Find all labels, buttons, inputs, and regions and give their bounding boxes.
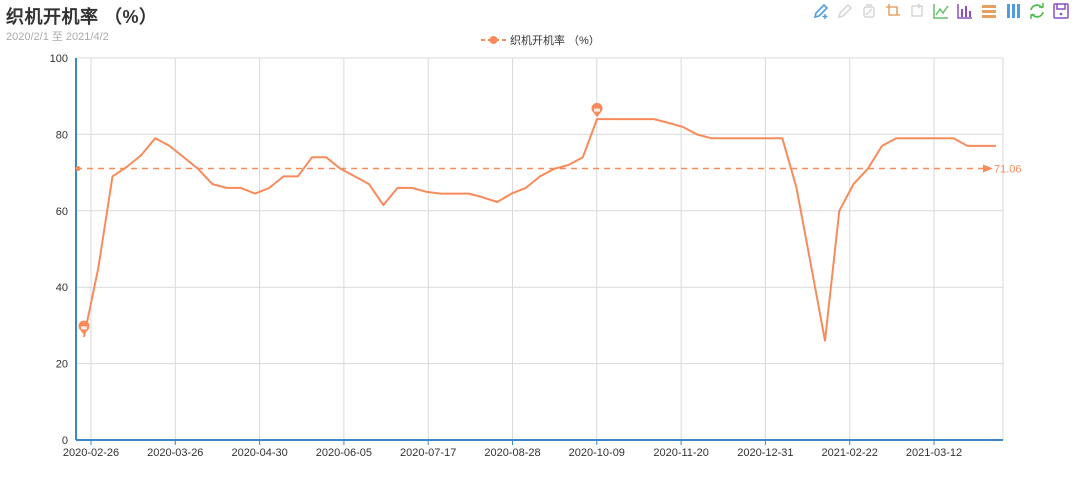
save-icon[interactable]	[1052, 2, 1070, 20]
x-tick-label: 2020-08-28	[484, 447, 540, 459]
chart-title: 织机开机率 （%）	[6, 7, 158, 27]
y-tick-label: 80	[56, 129, 68, 141]
grid-lines	[76, 57, 1004, 440]
eraser-icon[interactable]	[860, 2, 878, 20]
series-line[interactable]	[83, 118, 996, 342]
min-markpoint-icon[interactable]	[78, 320, 90, 335]
y-tick-label: 0	[62, 435, 68, 447]
pencil-add-icon[interactable]	[812, 2, 830, 20]
x-tick-label: 2020-02-26	[63, 447, 119, 459]
legend-label: 织机开机率 （%）	[510, 35, 600, 47]
legend-item[interactable]: 织机开机率 （%）	[481, 32, 600, 48]
pencil-icon[interactable]	[836, 2, 854, 20]
x-tick-label: 2020-06-05	[316, 447, 372, 459]
zoom-reset-icon[interactable]	[908, 2, 926, 20]
mean-line: 71.06	[75, 164, 1022, 176]
y-tick-label: 100	[50, 53, 68, 65]
y-tick-label: 20	[56, 359, 68, 371]
line-chart-icon[interactable]	[932, 2, 950, 20]
x-tick-label: 2020-03-26	[147, 447, 203, 459]
y-tick-label: 40	[56, 282, 68, 294]
max-markpoint-icon[interactable]	[591, 102, 603, 118]
y-tick-label: 60	[56, 206, 68, 218]
x-tick-label: 2021-02-22	[822, 447, 878, 459]
chart-subtitle: 2020/2/1 至 2021/4/2	[6, 31, 109, 43]
refresh-icon[interactable]	[1028, 2, 1046, 20]
x-tick-label: 2020-12-31	[737, 447, 793, 459]
x-tick-label: 2020-11-20	[653, 447, 708, 459]
zoom-select-icon[interactable]	[884, 2, 902, 20]
tiled-icon[interactable]	[1004, 2, 1022, 20]
x-tick-label: 2020-10-09	[569, 447, 625, 459]
axes: 0 20 40 60 80 100 2020-02-26 2020-03-26 2020-04-…	[50, 53, 1003, 459]
bar-chart-icon[interactable]	[956, 2, 974, 20]
x-tick-label: 2020-04-30	[231, 447, 287, 459]
markpoints	[78, 102, 603, 335]
toolbox	[812, 2, 1070, 20]
mean-value-label: 71.06	[994, 164, 1022, 176]
legend-line-marker-icon	[481, 36, 506, 44]
x-tick-label: 2021-03-12	[906, 447, 962, 459]
stack-icon[interactable]	[980, 2, 998, 20]
x-tick-label: 2020-07-17	[400, 447, 456, 459]
